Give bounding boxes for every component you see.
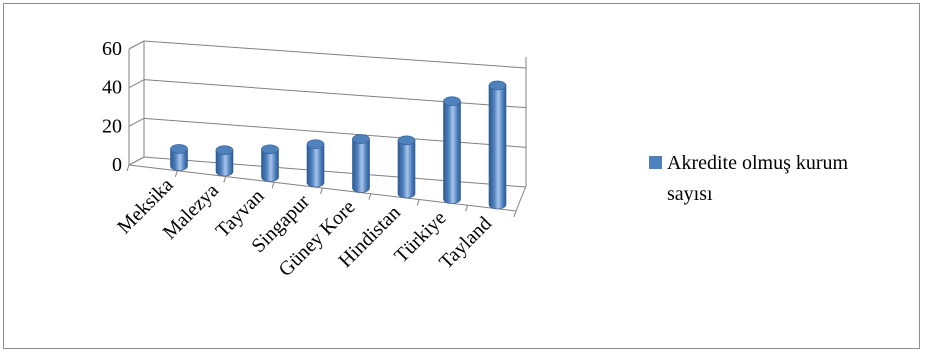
legend-label-line1: Akredite olmuş kurum [667,152,849,174]
y-tick-label: 0 [112,154,122,176]
y-tick-label: 20 [102,115,122,137]
y-tick-label: 60 [102,38,122,60]
bar-body [215,149,234,177]
bar-top [215,145,234,156]
bar [170,144,188,171]
bar [261,144,279,182]
gridline [143,40,527,69]
gridline [143,117,527,148]
bar-top [170,144,188,154]
x-tick-mark [416,199,420,206]
gridline [143,156,527,188]
gridline-side [128,156,145,166]
gridline-side [128,117,145,127]
x-tick-mark [271,182,275,189]
bar-top [306,139,325,150]
legend-label-line2: sayısı [667,183,713,205]
chart-gridlines [126,40,527,218]
x-tick-mark [513,210,517,218]
bar-body [352,138,370,193]
x-tick-mark [368,193,372,200]
bar [488,80,507,210]
bar-body [306,143,325,188]
chart-svg: 0 20 40 60 MeksikaMalezyaTayvanSingapurGüne… [102,38,849,281]
bar-top [352,134,370,144]
y-axis-ticks: 0 20 40 60 [102,38,122,176]
bar-body [443,100,461,204]
bar [397,135,416,199]
x-tick-mark [320,187,323,195]
bar-top [397,135,416,146]
bar-body [261,149,279,182]
x-tick-mark [223,176,227,183]
gridline-side [128,79,145,89]
x-tick-mark [174,170,178,177]
bar [352,134,370,193]
bar-top [488,80,507,91]
x-tick-mark [465,205,469,212]
legend: Akredite olmuş kurum sayısı [649,152,849,205]
bar-body [397,140,416,199]
chart-bars [170,80,507,210]
chart-frame: 0 20 40 60 Meksika Malezya Tayvan Singapur Güne… [3,3,920,349]
bar-body [170,148,188,171]
legend-swatch [649,156,662,169]
y-tick-label: 40 [102,77,122,99]
bar [443,96,461,204]
bar-body [488,85,507,210]
bar-top [261,144,279,155]
bar [215,145,234,177]
bar-top [443,96,461,106]
floor-right-edge [515,185,527,212]
x-tick-mark [126,164,130,172]
bar [306,139,325,188]
gridline-side [128,40,145,50]
gridline [143,79,527,109]
